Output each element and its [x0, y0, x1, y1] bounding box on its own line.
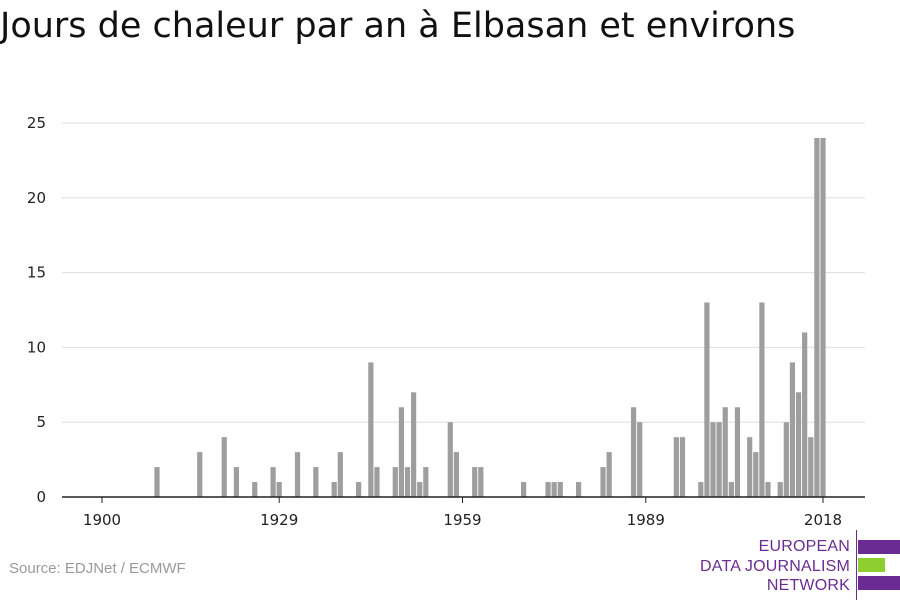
bar-2018: [820, 137, 826, 497]
bar-2013: [789, 362, 796, 497]
bar-1995: [679, 437, 686, 497]
axes: 0 5 10 15 20 25 1900 1929 1959 1989 2018: [27, 114, 865, 529]
gridlines: [62, 122, 865, 423]
y-tick-label-15: 15: [27, 264, 46, 282]
bar-1944: [368, 362, 374, 497]
bar-1929: [276, 482, 282, 497]
bar-2003: [728, 482, 734, 497]
bar-1951: [411, 392, 417, 497]
bar-1928: [270, 467, 276, 497]
chart-title: Jours de chaleur par an à Elbasan et env…: [0, 6, 796, 46]
bar-1973: [545, 482, 551, 497]
bar-2016: [808, 437, 814, 497]
logo-line-3: NETWORK: [766, 577, 850, 594]
bar-1987: [630, 407, 637, 497]
x-tick-label-1929: 1929: [260, 511, 298, 529]
bar-1950: [404, 467, 411, 497]
bar-2009: [765, 482, 771, 497]
y-tick-label-10: 10: [27, 338, 46, 356]
bar-1988: [637, 422, 643, 497]
logo-bar-green: [858, 558, 885, 572]
bar-2000: [710, 422, 716, 497]
bar-1932: [294, 452, 301, 497]
bar-1961: [472, 467, 478, 497]
bar-1938: [331, 482, 337, 497]
bar-1998: [698, 482, 704, 497]
bar-1935: [313, 467, 319, 497]
bar-2008: [759, 302, 765, 497]
bar-1982: [600, 467, 606, 497]
source-note: Source: EDJNet / ECMWF: [9, 560, 186, 577]
logo-line-1: EUROPEAN: [758, 538, 850, 555]
bar-1983: [606, 452, 612, 497]
bar-1916: [197, 452, 203, 497]
bar-1974: [551, 482, 557, 497]
bar-1975: [557, 482, 563, 497]
bar-2006: [747, 437, 753, 497]
bar-1920: [221, 437, 227, 497]
logo-line-2: DATA JOURNALISM: [700, 558, 850, 575]
y-tick-label-5: 5: [36, 413, 46, 431]
y-tick-label-25: 25: [27, 114, 46, 132]
y-tick-label-20: 20: [27, 189, 46, 207]
edjnet-logo: EUROPEAN DATA JOURNALISM NETWORK: [700, 530, 900, 600]
bar-2001: [716, 422, 722, 497]
x-tick-label-2018: 2018: [804, 511, 842, 529]
x-tick-label-1959: 1959: [443, 511, 481, 529]
bar-1922: [233, 467, 240, 497]
bar-2004: [734, 407, 741, 497]
bar-2015: [802, 332, 808, 497]
bar-2007: [753, 452, 759, 497]
y-tick-label-0: 0: [36, 488, 46, 506]
bar-2002: [722, 407, 728, 497]
logo-bar-purple-top: [858, 540, 900, 554]
x-tick-label-1989: 1989: [627, 511, 665, 529]
bars: [154, 137, 826, 497]
bar-1952: [417, 482, 423, 497]
bar-1958: [453, 452, 459, 497]
bar-1948: [392, 467, 398, 497]
bar-1962: [478, 467, 484, 497]
bar-1939: [337, 452, 343, 497]
bar-1942: [356, 482, 362, 497]
bar-1969: [521, 482, 527, 497]
bar-1925: [252, 482, 258, 497]
x-tick-label-1900: 1900: [83, 511, 121, 529]
bar-1957: [447, 422, 453, 497]
bar-1945: [374, 467, 380, 497]
bar-2017: [814, 137, 820, 497]
bar-2012: [783, 422, 789, 497]
bar-1994: [673, 437, 679, 497]
bar-1953: [423, 467, 429, 497]
bar-1909: [154, 467, 160, 497]
logo-bar-purple-bottom: [858, 576, 900, 590]
bar-1999: [704, 302, 710, 497]
bar-1949: [398, 407, 404, 497]
bar-2014: [795, 392, 802, 497]
bar-2011: [777, 482, 783, 497]
bar-1978: [575, 482, 582, 497]
logo-divider: [856, 530, 857, 600]
